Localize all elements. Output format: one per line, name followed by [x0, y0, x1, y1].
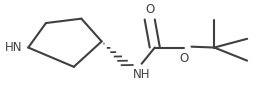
Text: HN: HN — [4, 41, 22, 54]
Text: NH: NH — [133, 68, 151, 81]
Text: O: O — [145, 3, 154, 16]
Text: O: O — [179, 52, 189, 65]
